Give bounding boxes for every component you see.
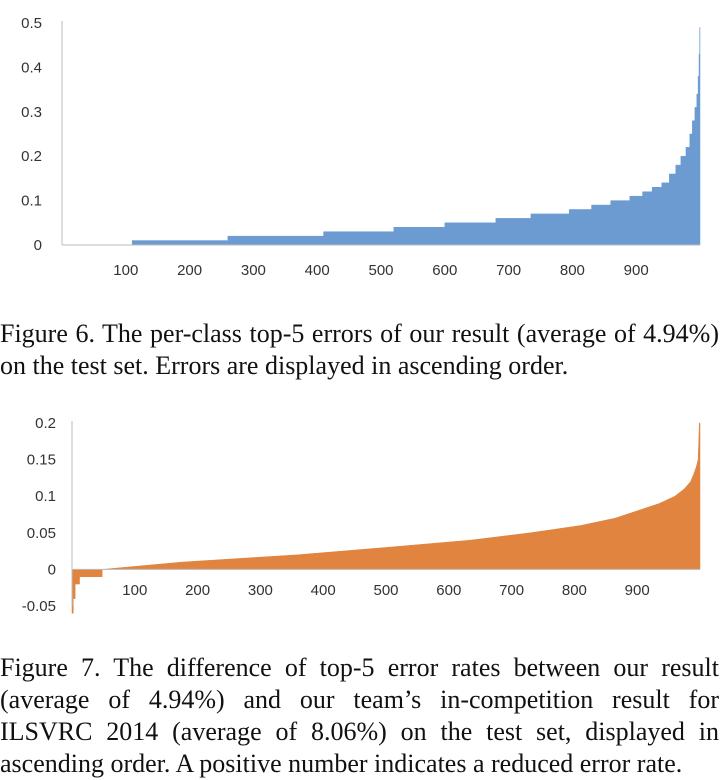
figure6-x-tick-label: 600 [432, 262, 457, 279]
figure7-y-tick-label: 0.2 [35, 415, 56, 432]
figure6-x-tick-label: 100 [113, 262, 138, 279]
figure7-x-tick-label: 100 [122, 582, 147, 599]
figure6-y-tick-label: 0.1 [21, 193, 42, 210]
figure6-y-tick-label: 0.5 [21, 15, 42, 32]
figure6-x-tick-label: 800 [560, 262, 585, 279]
figure6-chart: 0 0.1 0.2 0.3 0.4 0.5 100 200 300 400 500 600 700 800… [21, 15, 701, 279]
figure7-y-tick-label: 0.05 [27, 525, 56, 542]
figure7-y-tick-label: 0.1 [35, 488, 56, 505]
figure7-x-tick-label: 500 [373, 582, 398, 599]
figure7-x-tick-label: 400 [311, 582, 336, 599]
figure7-x-tick-label: 900 [625, 582, 650, 599]
figure7-caption: Figure 7. The difference of top-5 error … [0, 653, 719, 778]
figure7-chart: -0.05 0 0.05 0.1 0.15 0.2 100 200 300 400 500 600 70… [22, 415, 701, 615]
figure6-x-tick-label: 200 [177, 262, 202, 279]
figure6-error-area [62, 27, 701, 246]
figure6-x-tick-label: 400 [305, 262, 330, 279]
figure6-x-tick-label: 900 [624, 262, 649, 279]
figure7-y-tick-label: 0 [48, 561, 56, 578]
figure6-x-tick-label: 300 [241, 262, 266, 279]
figure6-x-tick-label: 500 [368, 262, 393, 279]
figure6-y-tick-label: 0.4 [21, 59, 42, 76]
figure7-x-tick-label: 700 [499, 582, 524, 599]
figure7-x-tick-label: 300 [248, 582, 273, 599]
figure6-y-tick-label: 0.2 [21, 148, 42, 165]
figure6-x-tick-label: 700 [496, 262, 521, 279]
figure7-error-area [71, 422, 701, 614]
figure7-y-tick-label: 0.15 [27, 452, 56, 469]
figure7-x-tick-label: 800 [562, 582, 587, 599]
figure6-y-tick-label: 0 [34, 237, 42, 254]
figure7-x-tick-label: 600 [436, 582, 461, 599]
figure6-y-tick-label: 0.3 [21, 104, 42, 121]
figure7-y-tick-label: -0.05 [22, 598, 56, 615]
figure6-caption: Figure 6. The per-class top-5 errors of … [0, 319, 719, 380]
figure7-x-tick-label: 200 [185, 582, 210, 599]
